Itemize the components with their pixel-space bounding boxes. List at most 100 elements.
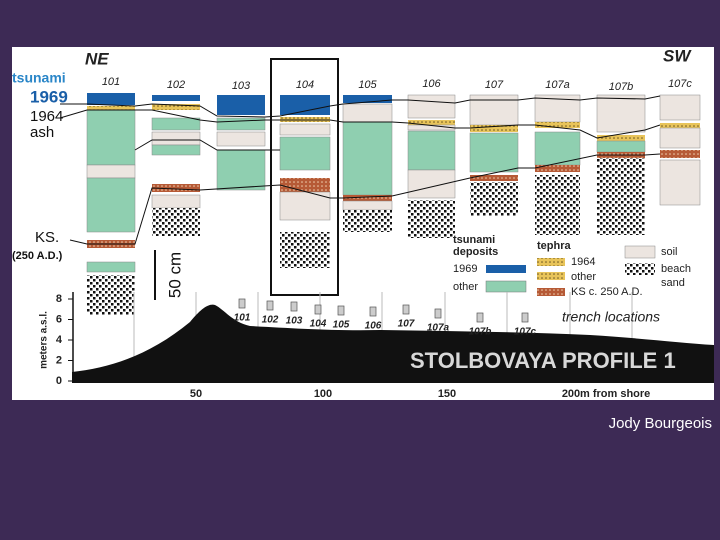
legend-label: 1964	[571, 256, 595, 268]
y-tick-label: 8	[56, 293, 62, 305]
columns: 101 102 103 104 105 106 107 107a 107b 107c	[59, 76, 701, 315]
trench-marker	[314, 304, 322, 315]
trench-marker	[521, 312, 529, 323]
trench-name: 103	[286, 316, 303, 327]
x-tick-label: 100	[314, 388, 332, 400]
correlation-line	[59, 109, 661, 139]
layer	[86, 109, 136, 166]
layer	[87, 93, 135, 105]
layer	[217, 95, 265, 115]
legend-label: other	[453, 281, 478, 293]
layer	[216, 149, 266, 191]
highlight-frame	[270, 58, 339, 296]
legend-label: beach	[661, 263, 691, 275]
trench-name: 102	[262, 315, 279, 326]
layer	[86, 177, 136, 233]
layer	[342, 200, 393, 211]
ne-label: NE	[85, 49, 109, 68]
trench-marker	[266, 300, 274, 311]
layer	[152, 208, 200, 236]
trench-name: 107	[398, 319, 415, 330]
layer	[280, 232, 330, 268]
layer	[470, 125, 518, 132]
layer	[151, 131, 201, 146]
layer	[280, 95, 330, 115]
layer	[660, 150, 700, 158]
legend-label: KS c. 250 A.D.	[571, 286, 643, 298]
layer	[535, 165, 580, 172]
layer	[152, 104, 200, 110]
trench-name: 105	[333, 320, 350, 331]
layer	[535, 175, 580, 235]
tsunami-label: tsunami	[12, 70, 66, 86]
layer	[343, 210, 392, 232]
trench-name: 104	[310, 319, 327, 330]
ks-date: (250 A.D.)	[12, 250, 63, 262]
trench-name: 107c	[514, 327, 537, 338]
legend-swatch	[537, 288, 565, 296]
layer	[470, 182, 518, 216]
layer	[151, 144, 201, 156]
layer	[343, 195, 392, 201]
trench-marker	[402, 304, 410, 315]
x-tick-label: 200	[562, 388, 580, 400]
trench-marker	[369, 306, 377, 317]
layer	[343, 95, 392, 103]
layer	[151, 194, 201, 209]
terrain-profile	[72, 304, 714, 383]
legend-label: sand	[661, 277, 685, 289]
legend-heading: deposits	[453, 246, 498, 258]
column-label: 103	[232, 80, 251, 92]
sw-label: SW	[663, 46, 692, 65]
layer	[597, 135, 645, 141]
layer	[596, 140, 646, 153]
layer	[470, 175, 518, 181]
layer	[152, 95, 200, 101]
trench-label: trench locations	[562, 309, 660, 325]
column-label: 105	[358, 79, 377, 91]
trench-name: 107b	[469, 327, 492, 338]
legend-swatch	[624, 245, 656, 259]
column-label: 107b	[609, 81, 633, 93]
x-tick-label: 150	[438, 388, 456, 400]
layer	[534, 131, 581, 166]
layer	[659, 127, 701, 149]
layer	[279, 123, 331, 136]
layer	[659, 94, 701, 121]
trench-name: 107a	[427, 323, 450, 334]
column-label: 102	[167, 79, 185, 91]
trench-name: 101	[234, 313, 251, 324]
legend-swatch	[486, 265, 526, 273]
layer	[659, 159, 701, 206]
legend-label: other	[571, 271, 596, 283]
layer	[86, 261, 136, 273]
trench-name: 106	[365, 321, 382, 332]
legend-label: soil	[661, 246, 678, 258]
legend-swatch	[625, 263, 655, 275]
trench-marker	[238, 298, 246, 309]
scale-label: 50 cm	[165, 252, 184, 298]
layer	[87, 275, 135, 315]
legend-heading: tsunami	[453, 234, 495, 246]
layer	[152, 184, 200, 192]
column-label: 106	[422, 78, 441, 90]
layer	[535, 122, 580, 128]
legend-label: 1969	[453, 263, 477, 275]
layer	[407, 94, 456, 119]
column-label: 104	[296, 79, 314, 91]
credit: Jody Bourgeois	[609, 415, 712, 432]
x-axis-label: m from shore	[580, 388, 650, 400]
legend-swatch	[485, 280, 527, 293]
y-axis-label: meters a.s.l.	[39, 311, 50, 369]
layer	[596, 94, 646, 133]
layer	[660, 123, 700, 128]
column-label: 107	[485, 79, 504, 91]
layer	[216, 131, 266, 147]
layer	[407, 130, 456, 171]
layer	[86, 164, 136, 179]
correlation-line	[134, 139, 280, 151]
correlation-line	[60, 95, 661, 118]
year-1969: 1969	[30, 87, 68, 106]
layer	[342, 103, 393, 123]
